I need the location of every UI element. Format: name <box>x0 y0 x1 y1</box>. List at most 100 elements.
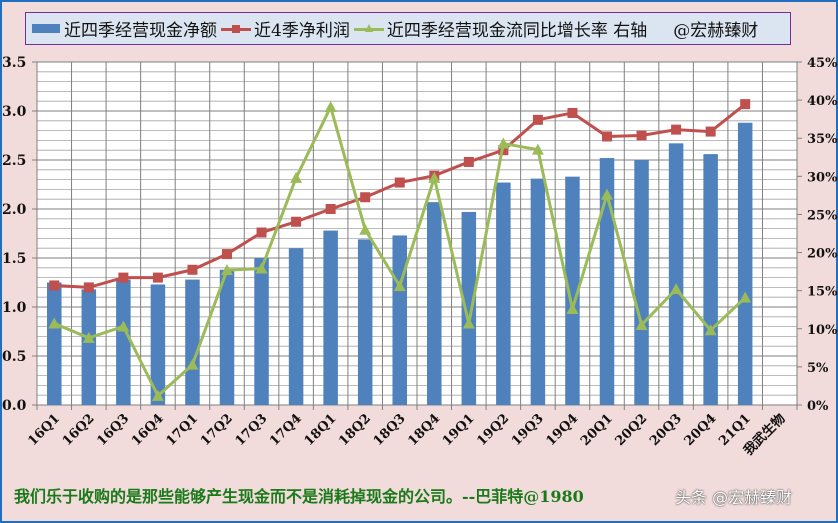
left-axis-tick: 2.0 <box>2 202 27 218</box>
left-axis-tick: 0.5 <box>2 349 26 365</box>
net-profit-marker <box>740 99 751 110</box>
buffett-quote: 我们乐于收购的是那些能够产生现金而不是消耗掉现金的公司。--巴菲特@1980 <box>14 487 584 506</box>
chart-legend: 近四季经营现金净额 近4季净利润 近四季经营现金流同比增长率 右轴 @宏赫臻财 <box>25 12 791 45</box>
net-profit-marker <box>671 124 682 135</box>
growth-rate-marker <box>428 171 441 183</box>
right-axis-tick: 35% <box>807 132 838 147</box>
net-profit-marker <box>567 107 578 118</box>
cash-flow-bar <box>530 178 546 405</box>
growth-rate-marker <box>601 188 613 200</box>
net-profit-marker <box>636 130 647 141</box>
cash-flow-bar <box>185 279 200 405</box>
net-profit-marker <box>705 126 716 137</box>
cash-flow-bar <box>565 176 580 405</box>
right-axis-tick: 10% <box>807 323 838 338</box>
net-profit-marker <box>291 216 302 227</box>
x-axis-label: 17Q3 <box>233 411 271 449</box>
net-profit-marker <box>83 282 94 293</box>
x-axis-label: 20Q3 <box>647 411 685 449</box>
x-axis-label: 19Q1 <box>440 411 478 449</box>
right-axis-tick: 45% <box>807 56 838 71</box>
left-axis-tick: 0.0 <box>2 398 27 414</box>
net-profit-marker <box>152 272 163 283</box>
x-axis-label: 16Q3 <box>94 411 132 449</box>
cash-flow-bar <box>427 202 442 405</box>
legend-credit: @宏赫臻财 <box>673 21 759 41</box>
net-profit-marker <box>118 272 129 283</box>
left-axis-tick: 3.5 <box>2 55 26 71</box>
growth-rate-marker <box>290 171 303 183</box>
x-axis-label: 18Q1 <box>302 411 340 449</box>
left-axis-tick: 1.0 <box>2 300 27 316</box>
cash-flow-bar <box>496 182 511 405</box>
net-profit-marker <box>49 280 60 291</box>
growth-rate-marker <box>117 320 130 332</box>
net-profit-marker <box>325 204 336 214</box>
net-profit-marker <box>256 227 267 238</box>
legend-item-growth-rate: 近四季经营现金流同比增长率 右轴 <box>353 16 648 41</box>
cash-flow-bar <box>150 284 166 405</box>
bar-swatch-icon <box>32 24 60 33</box>
right-axis-tick: 40% <box>807 94 838 109</box>
net-profit-marker <box>394 177 405 188</box>
right-axis-tick: 15% <box>807 285 838 300</box>
x-axis-label: 20Q1 <box>578 411 616 449</box>
x-axis-label: 19Q3 <box>509 411 547 449</box>
cash-flow-bar <box>668 143 684 405</box>
net-profit-marker <box>222 249 232 260</box>
growth-rate-marker <box>704 324 717 336</box>
net-profit-marker <box>187 264 198 275</box>
right-axis-tick: 0% <box>807 399 829 414</box>
x-axis-label: 16Q4 <box>129 411 167 449</box>
cash-flow-bar <box>116 279 131 405</box>
growth-rate-marker <box>82 331 95 343</box>
cash-flow-bar <box>599 158 615 405</box>
net-profit-marker <box>360 192 371 203</box>
right-axis-tick: 20% <box>807 247 838 262</box>
x-axis-label: 17Q1 <box>163 411 201 449</box>
cash-flow-bar <box>392 235 407 405</box>
legend-label: 近四季经营现金净额 <box>64 21 217 41</box>
growth-rate-marker <box>497 137 510 149</box>
growth-rate-marker <box>359 223 372 235</box>
x-axis-label: 20Q2 <box>613 411 651 449</box>
legend-label: 近四季经营现金流同比增长率 右轴 <box>386 21 648 41</box>
growth-rate-marker <box>531 143 544 155</box>
net-profit-marker <box>532 114 543 125</box>
line-triangle-swatch-icon <box>353 22 384 36</box>
legend-label: 近4季净利润 <box>254 21 350 41</box>
cash-flow-bar <box>81 289 97 405</box>
cash-flow-bar <box>288 248 304 405</box>
left-axis-tick: 3.0 <box>2 104 27 120</box>
cash-flow-bar <box>47 282 62 405</box>
watermark: 头条 @宏赫臻财 <box>675 488 793 507</box>
cash-flow-bar <box>254 258 269 405</box>
legend-item-cash-flow: 近四季经营现金净额 <box>32 16 217 41</box>
growth-rate-marker <box>739 291 752 303</box>
x-axis-label: 19Q4 <box>543 411 581 449</box>
x-axis-label: 19Q2 <box>474 411 512 449</box>
x-axis-label: 16Q1 <box>25 411 63 449</box>
cash-flow-bar <box>357 239 373 405</box>
right-axis-tick: 25% <box>807 208 838 223</box>
right-axis-tick: 30% <box>807 170 838 185</box>
growth-rate-marker <box>186 358 199 370</box>
growth-rate-marker <box>635 318 648 330</box>
growth-rate-marker <box>393 280 406 292</box>
left-axis-tick: 2.5 <box>2 153 26 169</box>
line-square-swatch-icon <box>221 22 251 36</box>
cash-flow-bar <box>703 154 718 405</box>
growth-rate-marker <box>670 283 683 295</box>
growth-rate-marker <box>462 317 475 329</box>
cash-flow-bar <box>219 269 235 405</box>
x-axis-label: 17Q4 <box>267 411 305 449</box>
net-profit-marker <box>602 131 612 142</box>
growth-rate-marker <box>566 302 579 314</box>
cash-flow-bar <box>737 122 753 405</box>
left-axis-tick: 1.5 <box>2 251 26 267</box>
x-axis-label: 18Q3 <box>371 411 409 449</box>
legend-item-net-profit: 近4季净利润 <box>221 16 350 41</box>
x-axis-label: 16Q2 <box>60 411 98 449</box>
